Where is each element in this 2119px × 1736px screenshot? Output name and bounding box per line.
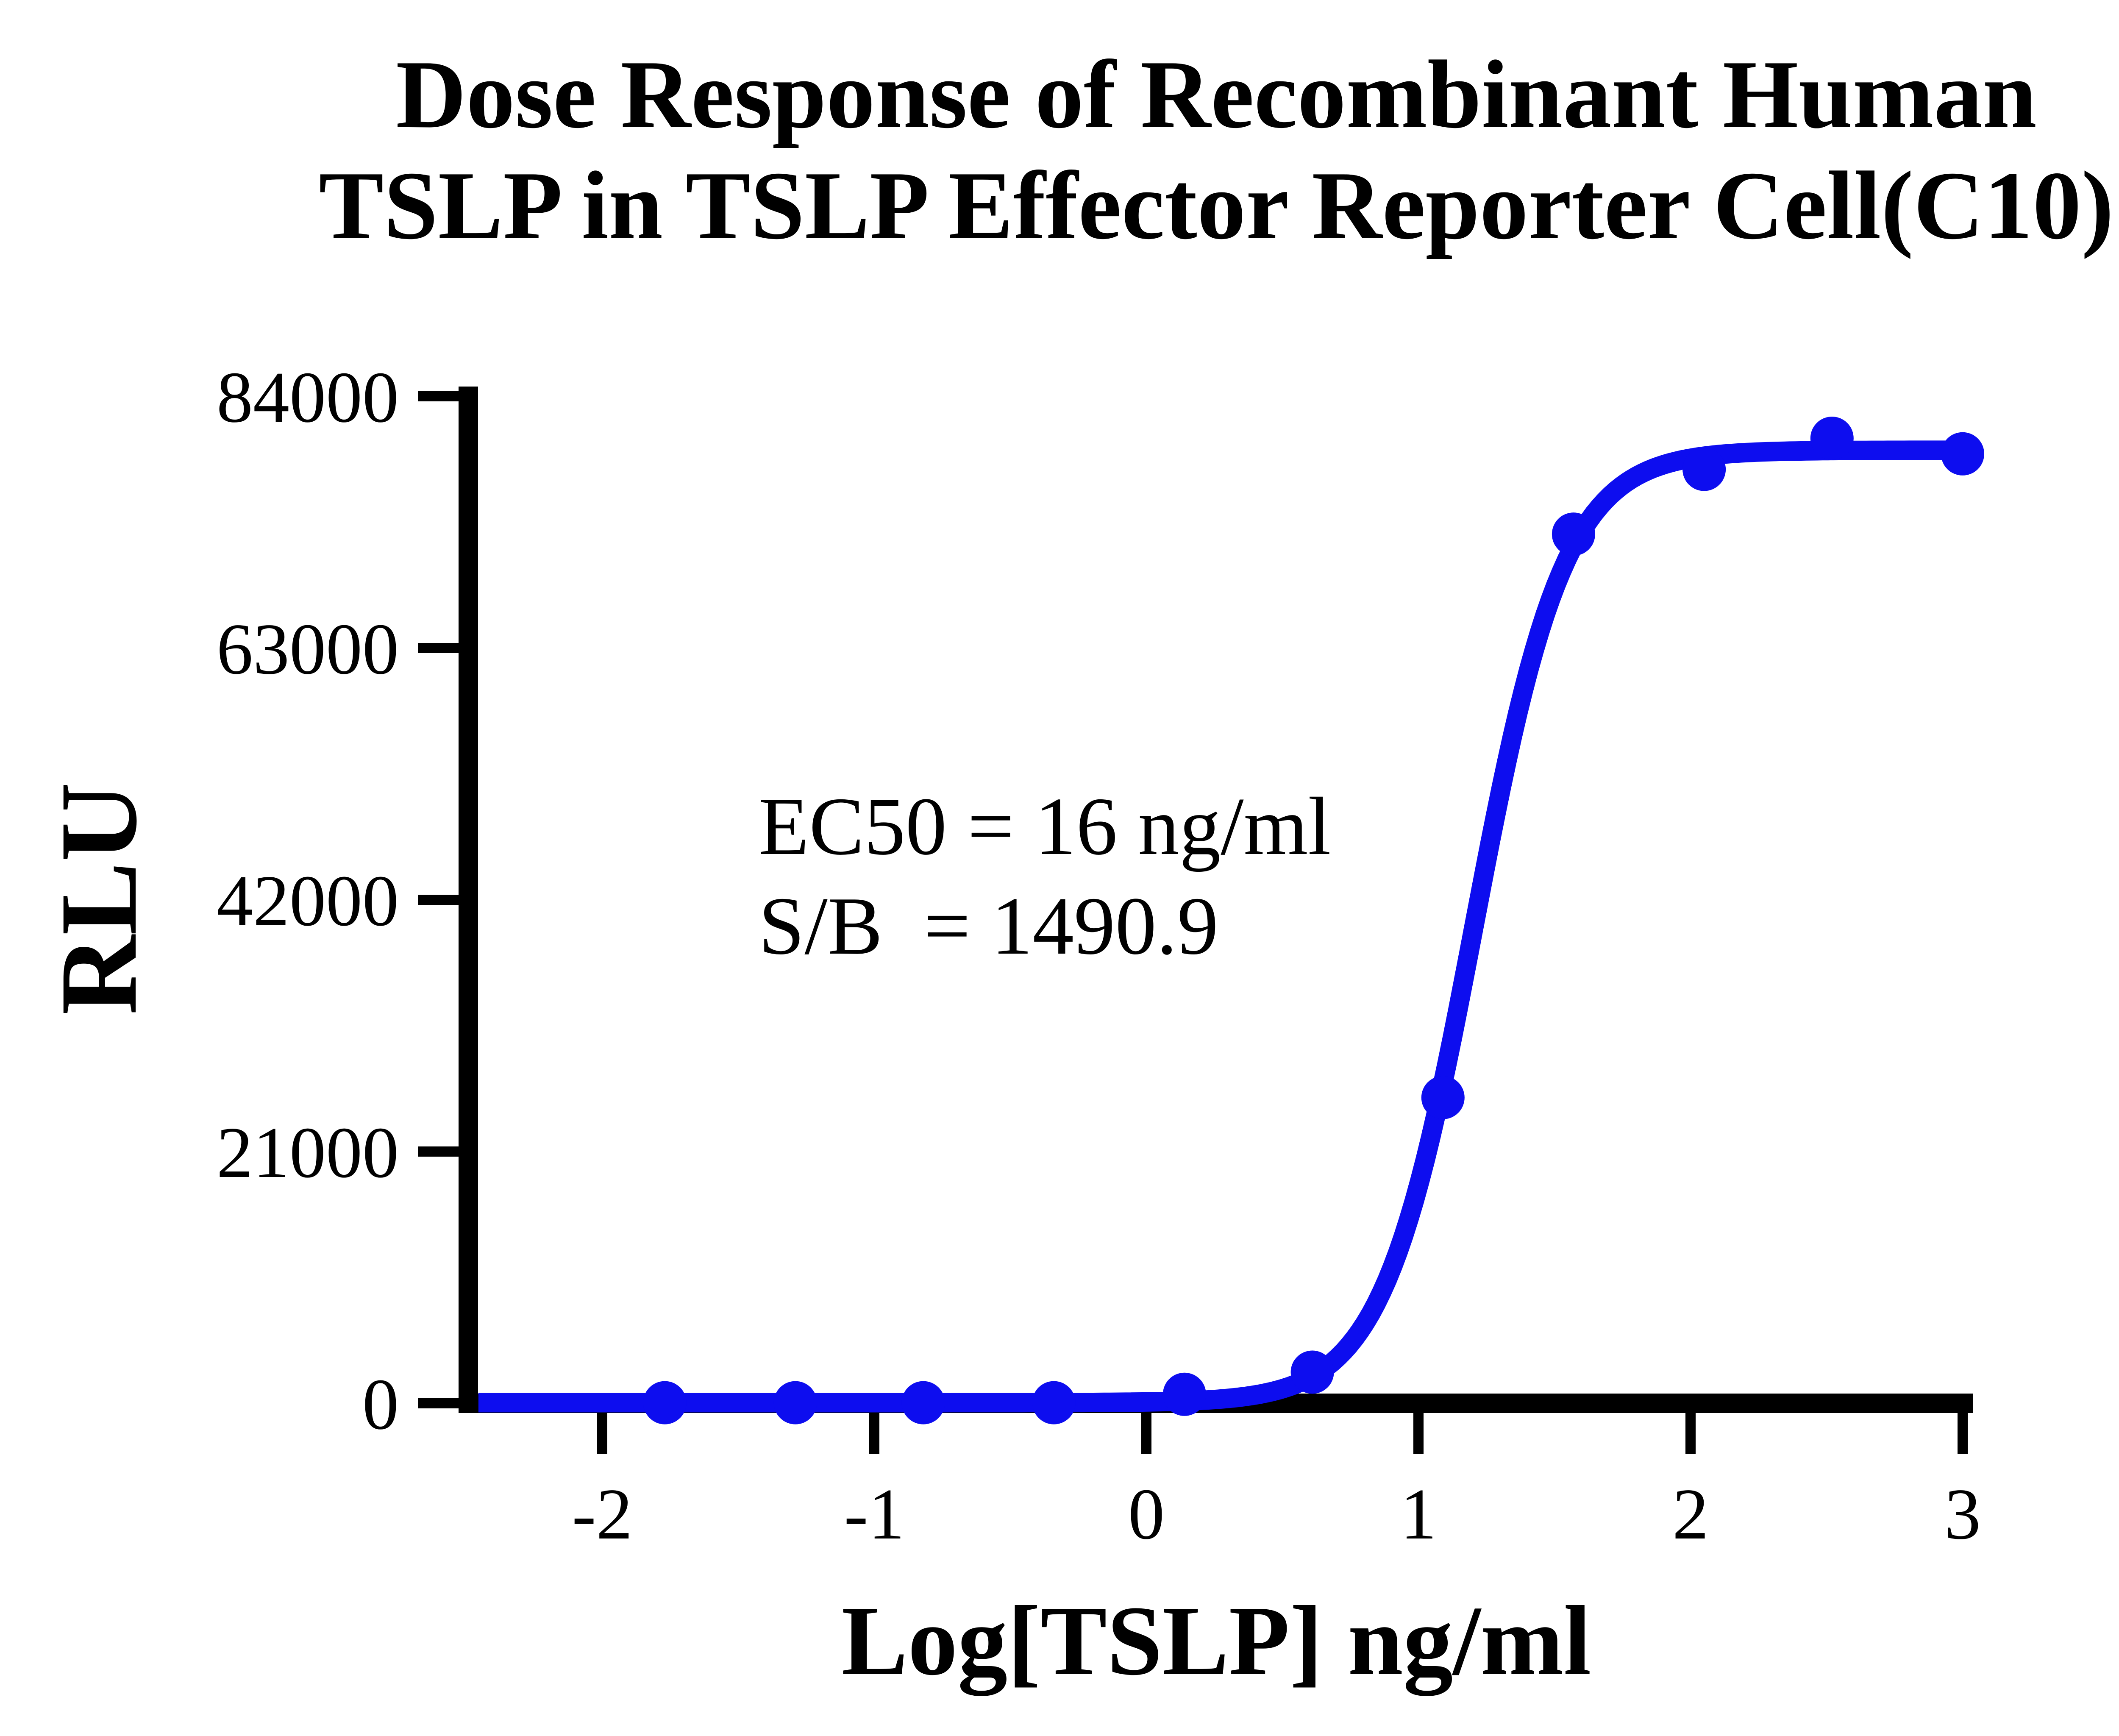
data-point	[1552, 512, 1595, 556]
data-point	[1682, 448, 1726, 491]
data-point	[1421, 1076, 1465, 1119]
data-points	[643, 417, 1984, 1424]
y-tick-label: 0	[362, 1364, 399, 1445]
tick-labels: 0 21000 42000 63000 84000 -2 -1 0 1 2 3	[217, 357, 1981, 1555]
x-axis-label: Log[TSLP] ng/ml	[841, 1586, 1591, 1696]
data-point	[901, 1381, 945, 1424]
y-tick-label: 21000	[217, 1113, 399, 1193]
y-tick-label: 63000	[217, 609, 399, 690]
y-tick-label: 84000	[217, 357, 399, 438]
x-tick-label: 1	[1400, 1474, 1437, 1555]
y-tick-label: 42000	[217, 861, 399, 941]
data-point	[1290, 1350, 1334, 1394]
chart-title-line1: Dose Response of Recombinant Human	[396, 40, 2037, 148]
x-tick-label: -2	[572, 1474, 632, 1555]
x-tick-label: 2	[1672, 1474, 1709, 1555]
data-point	[1810, 417, 1854, 460]
sb-annotation: S/B = 1490.9	[759, 880, 1218, 972]
data-point	[1032, 1381, 1076, 1424]
data-point	[1941, 432, 1984, 476]
y-axis-label: RLU	[38, 782, 160, 1015]
data-point	[643, 1381, 687, 1424]
data-point	[773, 1381, 817, 1424]
data-point	[1162, 1372, 1206, 1416]
x-tick-label: 3	[1944, 1474, 1981, 1555]
chart-title-line2: TSLP in TSLP Effector Reporter Cell(C10)	[319, 151, 2114, 259]
x-tick-label: -1	[844, 1474, 904, 1555]
x-tick-label: 0	[1128, 1474, 1165, 1555]
ec50-annotation: EC50 = 16 ng/ml	[759, 781, 1331, 872]
